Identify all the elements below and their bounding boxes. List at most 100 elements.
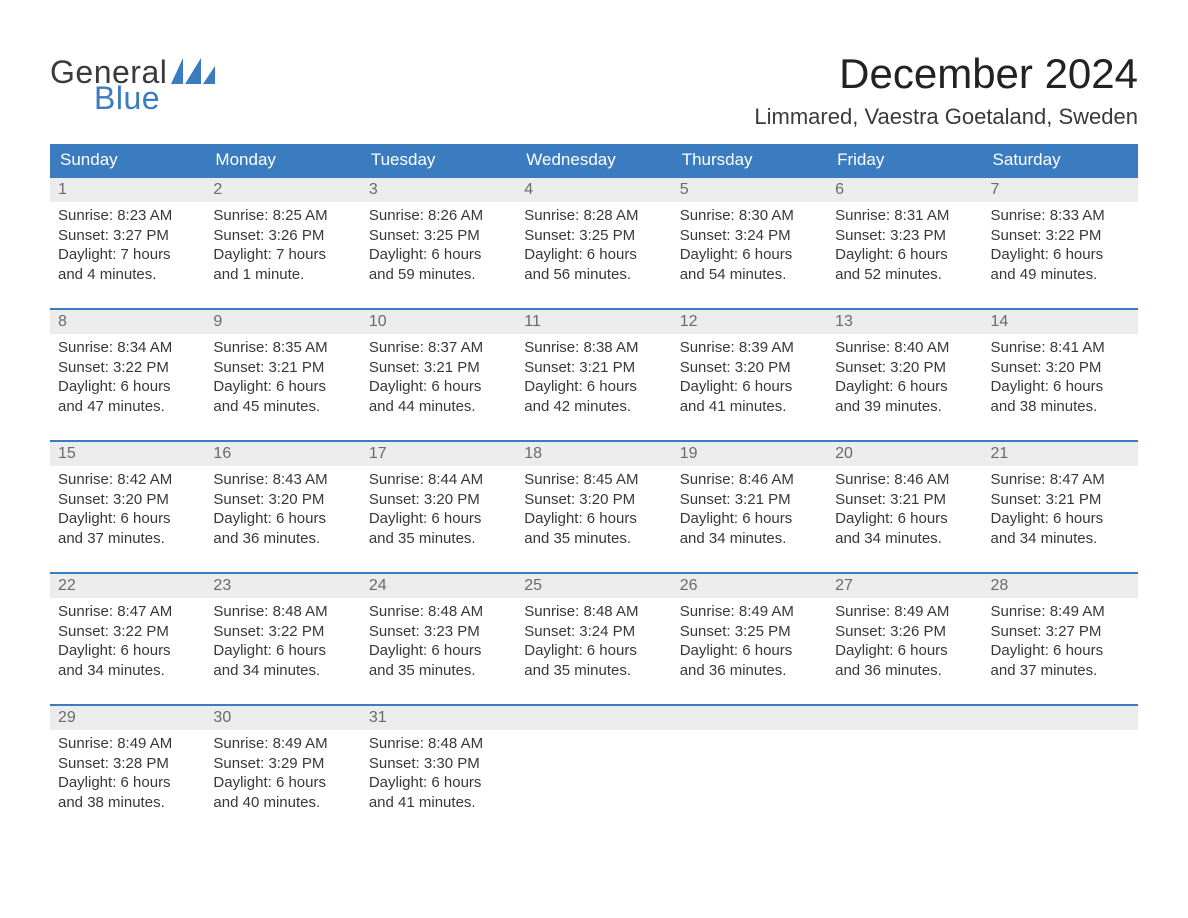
sunrise-line: Sunrise: 8:47 AM <box>58 602 197 622</box>
day-cell: 11Sunrise: 8:38 AMSunset: 3:21 PMDayligh… <box>516 310 671 420</box>
sunrise-line: Sunrise: 8:37 AM <box>369 338 508 358</box>
sunrise-line: Sunrise: 8:45 AM <box>524 470 663 490</box>
day-content: Sunrise: 8:33 AMSunset: 3:22 PMDaylight:… <box>983 202 1138 288</box>
day-content: Sunrise: 8:28 AMSunset: 3:25 PMDaylight:… <box>516 202 671 288</box>
day-cell: 14Sunrise: 8:41 AMSunset: 3:20 PMDayligh… <box>983 310 1138 420</box>
daylight-line-2: and 4 minutes. <box>58 265 197 285</box>
week-row: 22 Sunrise: 8:47 AM Sunset: 3:22 PM Dayligh… <box>50 572 1138 684</box>
day-content: Sunrise: 8:49 AMSunset: 3:25 PMDaylight:… <box>672 598 827 684</box>
sunset-line: Sunset: 3:23 PM <box>835 226 974 246</box>
day-number: 9 <box>205 310 360 334</box>
daylight-line-2: and 59 minutes. <box>369 265 508 285</box>
day-cell: 2Sunrise: 8:25 AMSunset: 3:26 PMDaylight… <box>205 178 360 288</box>
sunset-line: Sunset: 3:24 PM <box>524 622 663 642</box>
sunrise-line: Sunrise: 8:25 AM <box>213 206 352 226</box>
daylight-line-1: Daylight: 6 hours <box>680 377 819 397</box>
daylight-line-2: and 41 minutes. <box>369 793 508 813</box>
month-title: December 2024 <box>754 50 1138 98</box>
col-wednesday: Wednesday <box>516 144 671 176</box>
daylight-line-2: and 56 minutes. <box>524 265 663 285</box>
daylight-line-1: Daylight: 6 hours <box>369 641 508 661</box>
day-number: 26 <box>672 574 827 598</box>
day-content: Sunrise: 8:48 AMSunset: 3:24 PMDaylight:… <box>516 598 671 684</box>
day-cell: 5Sunrise: 8:30 AMSunset: 3:24 PMDaylight… <box>672 178 827 288</box>
day-number: 18 <box>516 442 671 466</box>
sunset-line: Sunset: 3:25 PM <box>369 226 508 246</box>
day-content: Sunrise: 8:34 AMSunset: 3:22 PMDaylight:… <box>50 334 205 420</box>
daylight-line-2: and 42 minutes. <box>524 397 663 417</box>
day-number: 8 <box>50 310 205 334</box>
daylight-line-2: and 34 minutes. <box>213 661 352 681</box>
daylight-line-1: Daylight: 6 hours <box>369 773 508 793</box>
page: General Blue December 2024 Limmared, Vae… <box>0 0 1188 856</box>
sunrise-line: Sunrise: 8:30 AM <box>680 206 819 226</box>
col-tuesday: Tuesday <box>361 144 516 176</box>
sunset-line: Sunset: 3:20 PM <box>991 358 1130 378</box>
daylight-line-1: Daylight: 6 hours <box>524 377 663 397</box>
day-number: 14 <box>983 310 1138 334</box>
sunrise-line: Sunrise: 8:49 AM <box>213 734 352 754</box>
day-content: Sunrise: 8:49 AMSunset: 3:29 PMDaylight:… <box>205 730 360 816</box>
day-content: Sunrise: 8:40 AMSunset: 3:20 PMDaylight:… <box>827 334 982 420</box>
day-cell: 6Sunrise: 8:31 AMSunset: 3:23 PMDaylight… <box>827 178 982 288</box>
location-subtitle: Limmared, Vaestra Goetaland, Sweden <box>754 104 1138 130</box>
day-cell: 19Sunrise: 8:46 AMSunset: 3:21 PMDayligh… <box>672 442 827 552</box>
daylight-line-2: and 35 minutes. <box>524 529 663 549</box>
daylight-line-1: Daylight: 6 hours <box>369 509 508 529</box>
col-sunday: Sunday <box>50 144 205 176</box>
sunrise-line: Sunrise: 8:49 AM <box>680 602 819 622</box>
day-number: 22 <box>50 574 205 598</box>
week-row: 1Sunrise: 8:23 AMSunset: 3:27 PMDaylight… <box>50 176 1138 288</box>
col-saturday: Saturday <box>983 144 1138 176</box>
daylight-line-2: and 38 minutes. <box>991 397 1130 417</box>
daylight-line-1: Daylight: 6 hours <box>58 509 197 529</box>
sunrise-line: Sunrise: 8:33 AM <box>991 206 1130 226</box>
daylight-line-1: Daylight: 6 hours <box>991 509 1130 529</box>
day-cell <box>983 706 1138 816</box>
sunset-line: Sunset: 3:21 PM <box>213 358 352 378</box>
day-content <box>672 730 827 806</box>
daylight-line-1: Daylight: 6 hours <box>524 245 663 265</box>
sunset-line: Sunset: 3:23 PM <box>369 622 508 642</box>
day-cell: 4Sunrise: 8:28 AMSunset: 3:25 PMDaylight… <box>516 178 671 288</box>
daylight-line-1: Daylight: 6 hours <box>680 509 819 529</box>
logo-text-blue: Blue <box>94 82 215 114</box>
day-content: Sunrise: 8:48 AMSunset: 3:22 PMDaylight:… <box>205 598 360 684</box>
sunset-line: Sunset: 3:20 PM <box>680 358 819 378</box>
flag-icon <box>171 58 215 84</box>
day-number: 1 <box>50 178 205 202</box>
sunset-line: Sunset: 3:20 PM <box>524 490 663 510</box>
sunset-line: Sunset: 3:20 PM <box>213 490 352 510</box>
sunrise-line: Sunrise: 8:44 AM <box>369 470 508 490</box>
day-content: Sunrise: 8:43 AMSunset: 3:20 PMDaylight:… <box>205 466 360 552</box>
daylight-line-2: and 37 minutes. <box>991 661 1130 681</box>
day-cell: 20Sunrise: 8:46 AMSunset: 3:21 PMDayligh… <box>827 442 982 552</box>
sunset-line: Sunset: 3:24 PM <box>680 226 819 246</box>
daylight-line-2: and 54 minutes. <box>680 265 819 285</box>
day-number <box>516 706 671 730</box>
daylight-line-1: Daylight: 6 hours <box>680 245 819 265</box>
daylight-line-1: Daylight: 6 hours <box>835 377 974 397</box>
sunrise-line: Sunrise: 8:48 AM <box>369 734 508 754</box>
sunset-line: Sunset: 3:25 PM <box>524 226 663 246</box>
sunrise-line: Sunrise: 8:41 AM <box>991 338 1130 358</box>
sunset-line: Sunset: 3:22 PM <box>213 622 352 642</box>
sunrise-line: Sunrise: 8:39 AM <box>680 338 819 358</box>
daylight-line-2: and 40 minutes. <box>213 793 352 813</box>
week-row: 8Sunrise: 8:34 AMSunset: 3:22 PMDaylight… <box>50 308 1138 420</box>
sunrise-line: Sunrise: 8:49 AM <box>58 734 197 754</box>
sunrise-line: Sunrise: 8:43 AM <box>213 470 352 490</box>
daylight-line-2: and 35 minutes. <box>524 661 663 681</box>
day-number: 21 <box>983 442 1138 466</box>
daylight-line-2: and 36 minutes. <box>213 529 352 549</box>
day-cell: 3Sunrise: 8:26 AMSunset: 3:25 PMDaylight… <box>361 178 516 288</box>
daylight-line-1: Daylight: 6 hours <box>835 245 974 265</box>
logo: General Blue <box>50 50 215 114</box>
calendar: Sunday Monday Tuesday Wednesday Thursday… <box>50 144 1138 816</box>
day-content: Sunrise: 8:42 AMSunset: 3:20 PMDaylight:… <box>50 466 205 552</box>
day-number: 4 <box>516 178 671 202</box>
day-cell: 10Sunrise: 8:37 AMSunset: 3:21 PMDayligh… <box>361 310 516 420</box>
daylight-line-1: Daylight: 6 hours <box>369 245 508 265</box>
daylight-line-1: Daylight: 6 hours <box>680 641 819 661</box>
sunset-line: Sunset: 3:21 PM <box>835 490 974 510</box>
